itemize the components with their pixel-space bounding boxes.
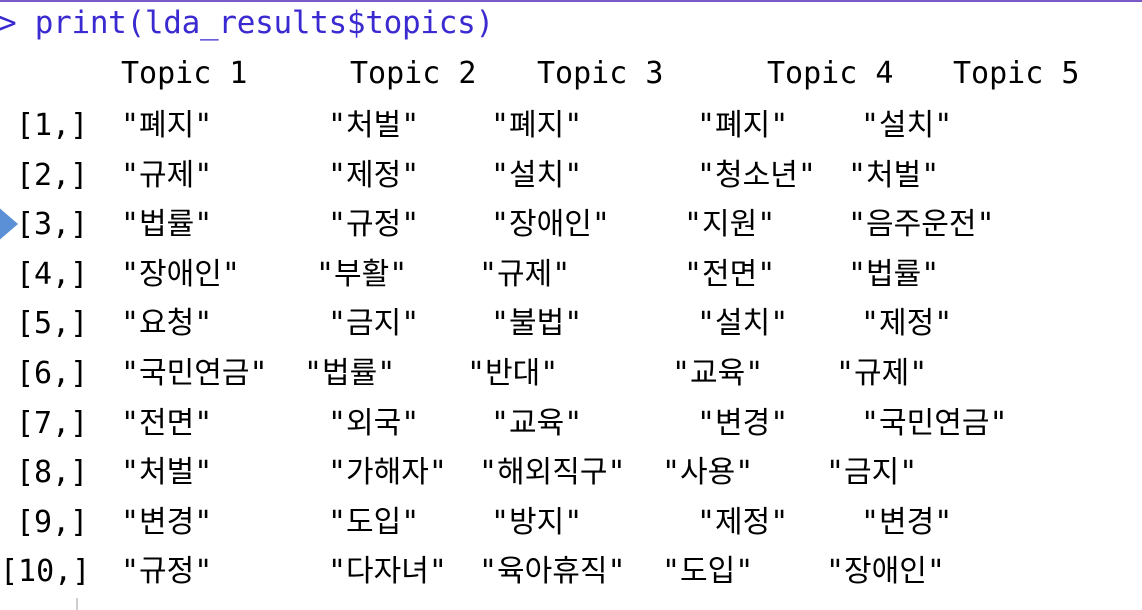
term-cell: "규제" (121, 158, 213, 193)
term-cell: "제정" (697, 505, 789, 540)
column-header-topic-5: Topic 5 (953, 56, 1080, 91)
term-cell: "설치" (697, 306, 789, 341)
term-cell: "처벌" (328, 108, 420, 143)
gutter-divider (76, 598, 78, 610)
term-cell: "청소년" (697, 158, 816, 193)
row-index: [4,] (16, 257, 89, 292)
matrix-row: [5,] "요청" "금지" "불법" "설치" "제정" (0, 299, 1142, 349)
matrix-row: [1,] "폐지" "처벌" "폐지" "폐지" "설치" (0, 101, 1142, 151)
term-cell: "육아휴직" (479, 554, 626, 589)
row-index: [6,] (16, 356, 89, 391)
term-cell: "처벌" (121, 455, 213, 490)
row-index: [9,] (16, 505, 89, 540)
term-cell: "사용" (662, 455, 754, 490)
term-cell: "처벌" (848, 158, 940, 193)
topic-header-row: Topic 1 Topic 2 Topic 3 Topic 4 Topic 5 (0, 49, 1142, 101)
term-cell: "부활" (316, 257, 408, 292)
row-index: [10,] (0, 554, 91, 589)
term-cell: "폐지" (121, 108, 213, 143)
current-line-marker-icon (0, 205, 18, 243)
row-index: [3,] (16, 207, 89, 242)
term-cell: "교육" (672, 356, 764, 391)
row-index: [5,] (16, 306, 89, 341)
term-cell: "규제" (836, 356, 928, 391)
term-cell: "외국" (328, 406, 420, 441)
matrix-row: [4,] "장애인" "부활" "규제" "전면" "법률" (0, 250, 1142, 300)
term-cell: "국민연금" (121, 356, 268, 391)
term-cell: "전면" (121, 406, 213, 441)
term-cell: "교육" (491, 406, 583, 441)
term-cell: "규제" (479, 257, 571, 292)
term-cell: "변경" (121, 505, 213, 540)
row-index: [7,] (16, 406, 89, 441)
matrix-row: [3,] "법률" "규정" "장애인" "지원" "음주운전" (0, 200, 1142, 250)
term-cell: "폐지" (697, 108, 789, 143)
column-header-topic-1: Topic 1 (121, 56, 248, 91)
term-cell: "설치" (861, 108, 953, 143)
term-cell: "불법" (491, 306, 583, 341)
term-cell: "변경" (697, 406, 789, 441)
term-cell: "국민연금" (861, 406, 1008, 441)
term-cell: "도입" (328, 505, 420, 540)
term-cell: "음주운전" (848, 207, 995, 242)
term-cell: "금지" (826, 455, 918, 490)
term-cell: "지원" (684, 207, 776, 242)
term-cell: "도입" (662, 554, 754, 589)
term-cell: "제정" (861, 306, 953, 341)
term-cell: "반대" (467, 356, 559, 391)
term-cell: "다자녀" (328, 554, 447, 589)
term-cell: "장애인" (826, 554, 945, 589)
term-cell: "전면" (684, 257, 776, 292)
term-cell: "설치" (491, 158, 583, 193)
term-cell: "규정" (328, 207, 420, 242)
matrix-row: [10,] "규정" "다자녀" "육아휴직" "도입" "장애인" (0, 547, 1142, 597)
term-cell: "요청" (121, 306, 213, 341)
term-cell: "방지" (491, 505, 583, 540)
column-header-topic-4: Topic 4 (767, 56, 894, 91)
matrix-row: [7,] "전면" "외국" "교육" "변경" "국민연금" (0, 399, 1142, 449)
term-cell: "장애인" (121, 257, 240, 292)
console-command: > print(lda_results$topics) (0, 5, 494, 41)
matrix-row: [9,] "변경" "도입" "방지" "제정" "변경" (0, 498, 1142, 548)
matrix-row: [8,] "처벌" "가해자" "해외직구" "사용" "금지" (0, 448, 1142, 498)
term-cell: "법률" (304, 356, 396, 391)
window-top-border (0, 0, 1142, 2)
term-cell: "법률" (121, 207, 213, 242)
term-cell: "가해자" (328, 455, 447, 490)
column-header-topic-2: Topic 2 (350, 56, 477, 91)
term-cell: "장애인" (491, 207, 610, 242)
matrix-row: [6,] "국민연금" "법률" "반대" "교육" "규제" (0, 349, 1142, 399)
row-index: [2,] (16, 158, 89, 193)
row-index: [8,] (16, 455, 89, 490)
matrix-row: [2,] "규제" "제정" "설치" "청소년" "처벌" (0, 151, 1142, 201)
term-cell: "제정" (328, 158, 420, 193)
term-cell: "법률" (848, 257, 940, 292)
row-index: [1,] (16, 108, 89, 143)
term-cell: "해외직구" (479, 455, 626, 490)
term-cell: "금지" (328, 306, 420, 341)
column-header-topic-3: Topic 3 (537, 56, 664, 91)
term-cell: "폐지" (491, 108, 583, 143)
term-cell: "규정" (121, 554, 213, 589)
term-cell: "변경" (861, 505, 953, 540)
